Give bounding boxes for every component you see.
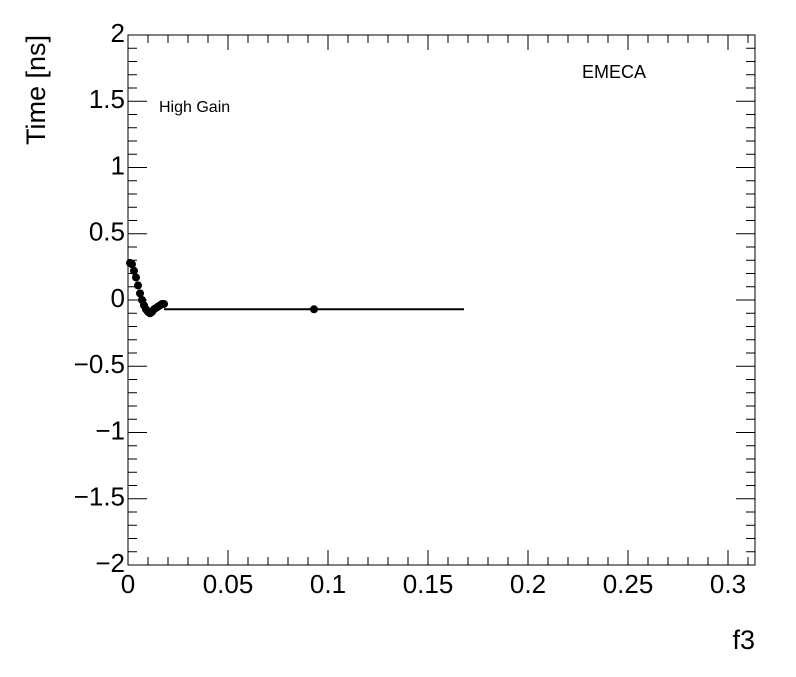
y-tick-label: 1.5 xyxy=(89,84,125,114)
y-axis-title: Time [ns] xyxy=(21,35,51,145)
y-tick-label: 0.5 xyxy=(89,217,125,247)
data-point xyxy=(160,299,168,308)
y-tick-label: −1.5 xyxy=(74,482,125,512)
y-tick-label: 1 xyxy=(111,150,125,180)
annotation: High Gain xyxy=(159,99,230,116)
data-point xyxy=(134,281,142,290)
data-point xyxy=(310,305,318,314)
x-tick-label: 0.1 xyxy=(310,569,346,599)
x-tick-label: 0.15 xyxy=(403,569,454,599)
y-tick-label: −1 xyxy=(95,415,125,445)
annotation: EMECA xyxy=(582,62,646,82)
y-tick-label: 2 xyxy=(111,18,125,48)
y-tick-label: −0.5 xyxy=(74,349,125,379)
y-tick-label: 0 xyxy=(111,283,125,313)
x-tick-label: 0.05 xyxy=(203,569,254,599)
y-tick-label: −2 xyxy=(95,548,125,578)
x-tick-label: 0.25 xyxy=(603,569,654,599)
data-point xyxy=(128,260,136,269)
data-point xyxy=(132,273,140,282)
data-point xyxy=(136,289,144,298)
x-tick-label: 0.2 xyxy=(510,569,546,599)
data-point xyxy=(130,266,138,275)
x-tick-label: 0 xyxy=(121,569,135,599)
x-axis-title: f3 xyxy=(732,625,755,655)
x-tick-label: 0.3 xyxy=(710,569,746,599)
